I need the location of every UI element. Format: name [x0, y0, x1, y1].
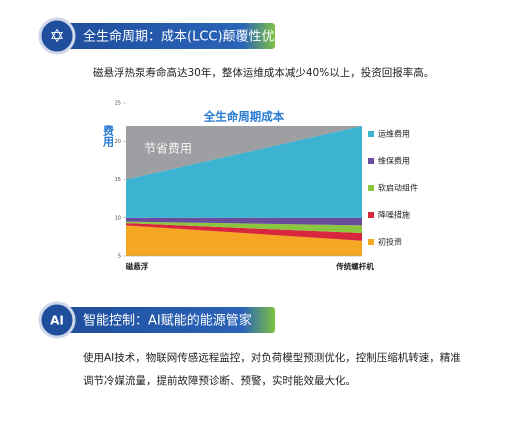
legend-swatch [368, 158, 374, 164]
y-tick-label: 25 [115, 101, 121, 107]
chart-title: 全生命周期成本 [203, 110, 285, 124]
y-tick-label: 20 [115, 139, 121, 145]
section-icon-ring [38, 17, 76, 55]
area [126, 125, 362, 218]
section-icon-ring [38, 301, 76, 339]
x-tick-label: 磁悬浮 [126, 261, 149, 271]
y-tick-label: 5 [118, 254, 121, 260]
y-axis-label: 费用 [102, 124, 115, 148]
area [126, 223, 362, 241]
y-tick-label: 15 [115, 177, 121, 183]
legend-swatch [368, 212, 374, 218]
section-icon: AI [50, 314, 64, 328]
legend-label: 软启动组件 [378, 183, 418, 193]
paragraph-line: 磁悬浮热泵寿命高达30年，整体运维成本减少40%以上，投资回报率高。 [93, 66, 434, 79]
legend-swatch [368, 131, 374, 137]
area [126, 217, 362, 226]
section-banner [60, 307, 275, 333]
legend-swatch [368, 185, 374, 191]
legend-swatch [368, 239, 374, 245]
legend-label: 运维费用 [378, 129, 410, 139]
paragraph-line: 调节冷媒流量，提前故障预诊断、预警，实时能效最大化。 [83, 374, 356, 387]
y-tick-label: 10 [115, 215, 121, 221]
area [126, 221, 362, 234]
plot [126, 125, 362, 256]
savings-area [126, 125, 362, 180]
section-icon: ✡ [49, 26, 64, 47]
paragraph-line: 使用AI技术，物联网传感远程监控，对负荷模型预测优化，控制压缩机转速，精准 [83, 351, 461, 364]
legend-label: 维保费用 [378, 156, 410, 166]
legend-label: 初投资 [378, 237, 402, 247]
savings-label: 节省费用 [144, 142, 192, 156]
section-title: 全生命周期：成本(LCC)颠覆性优势 [83, 29, 288, 45]
legend-label: 降噪措施 [378, 210, 410, 220]
area [126, 225, 362, 256]
section-banner [60, 23, 275, 49]
section-title: 智能控制：AI赋能的能源管家 [83, 313, 252, 329]
x-tick-label: 传统螺杆机 [335, 261, 374, 271]
